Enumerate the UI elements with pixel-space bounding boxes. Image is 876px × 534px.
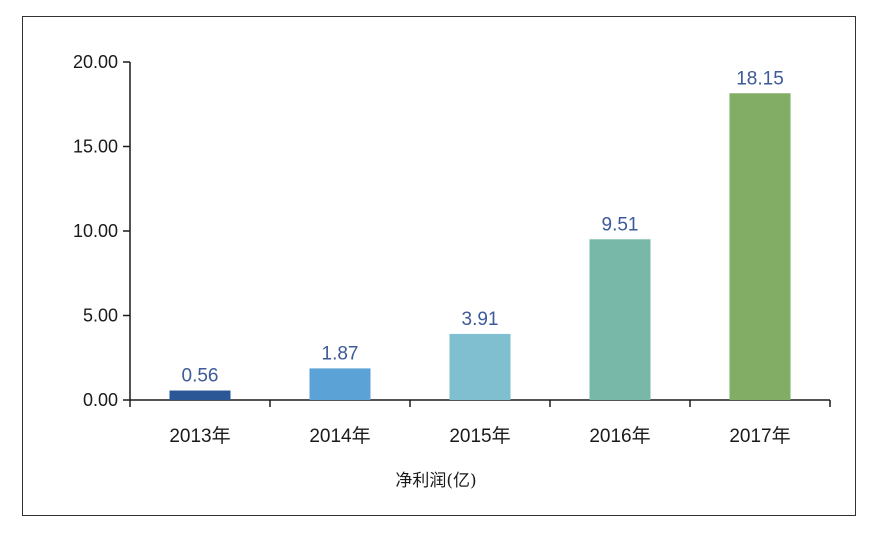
- x-tick-label: 2016年: [589, 425, 650, 447]
- x-axis-label: 净利润(亿): [395, 471, 476, 491]
- y-tick-label: 10.00: [73, 221, 118, 241]
- y-axis: 0.00 5.00 10.00 15.00 20.00: [73, 52, 131, 410]
- chart-frame: [22, 16, 856, 516]
- bar-value-label: 0.56: [182, 366, 219, 387]
- bar: [449, 333, 511, 400]
- bar: [589, 239, 651, 400]
- x-axis: 2013年 2014年 2015年 2016年 2017年: [129, 399, 831, 447]
- x-tick-label: 2013年: [169, 425, 230, 447]
- bar: [309, 368, 371, 400]
- bar: [169, 390, 231, 400]
- y-tick-label: 0.00: [83, 390, 118, 410]
- bars: [169, 93, 791, 400]
- y-tick-label: 20.00: [73, 52, 118, 72]
- y-tick-label: 15.00: [73, 137, 118, 157]
- x-tick-label: 2017年: [729, 425, 790, 447]
- x-tick-label: 2015年: [449, 425, 510, 447]
- y-tick-label: 5.00: [83, 306, 118, 326]
- bar-value-label: 18.15: [736, 68, 784, 89]
- x-tick-label: 2014年: [309, 425, 370, 447]
- bar-value-label: 1.87: [322, 343, 359, 364]
- bar-value-label: 3.91: [462, 309, 499, 330]
- bar-value-label: 9.51: [602, 214, 639, 235]
- data-labels: 0.56 1.87 3.91 9.51 18.15: [182, 68, 784, 386]
- bar: [729, 93, 791, 400]
